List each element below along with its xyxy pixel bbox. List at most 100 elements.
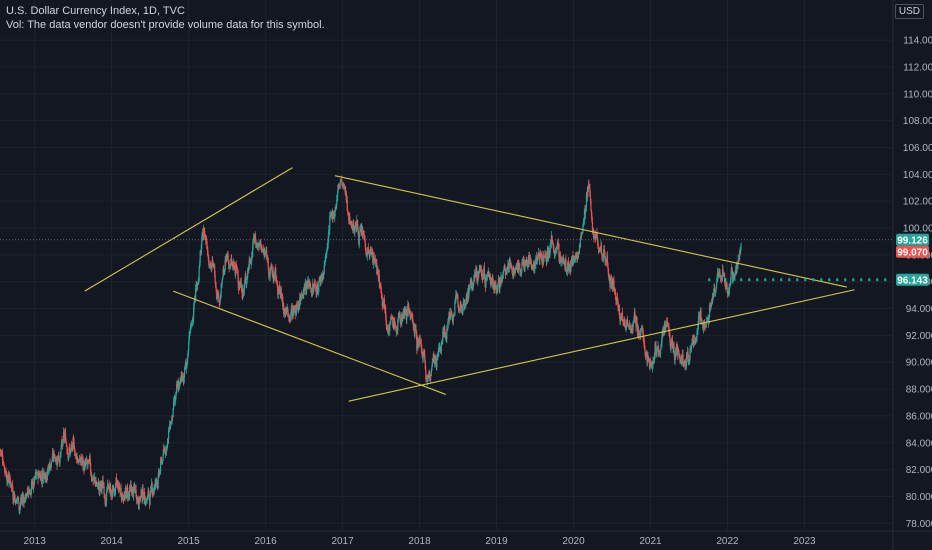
candle-body — [544, 253, 546, 257]
candle-body — [613, 280, 615, 291]
candle-body — [540, 253, 542, 255]
time-axis[interactable]: 2013 2014 2015 2016 2017 2018 2019 2020 2021 2022… — [0, 530, 932, 547]
candle-body — [30, 481, 33, 490]
candle-body — [473, 279, 475, 283]
candle-body — [740, 243, 742, 248]
currency-badge[interactable]: USD — [894, 4, 924, 19]
candle-body — [252, 245, 254, 257]
candle-body — [673, 352, 676, 361]
candle-body — [341, 182, 343, 186]
candle-body — [159, 472, 161, 475]
candle-body — [227, 255, 229, 262]
candle-body — [394, 324, 396, 327]
candle-body — [736, 264, 739, 268]
price-label-box — [896, 245, 929, 258]
candle-body — [482, 274, 484, 280]
candle-body — [210, 263, 212, 267]
candle-body — [418, 337, 420, 346]
candle-body — [0, 449, 2, 452]
candle-body — [89, 463, 92, 473]
candle-body — [533, 263, 535, 270]
candle-body — [302, 294, 304, 298]
candle-body — [505, 270, 507, 274]
candle-body — [280, 287, 282, 296]
candle-body — [389, 321, 391, 324]
candle-body — [486, 274, 488, 276]
candle-body — [160, 459, 162, 472]
candle-body — [661, 334, 663, 343]
candle-body — [244, 276, 246, 283]
candle-body — [186, 361, 188, 366]
candle-body — [602, 253, 605, 258]
candle-body — [199, 252, 201, 264]
candle-body — [223, 268, 225, 275]
candle-body — [614, 291, 617, 296]
candle-body — [734, 273, 736, 277]
candle-body — [344, 186, 346, 190]
candle-body — [490, 279, 492, 280]
candle-body — [594, 235, 597, 239]
candle-body — [129, 487, 131, 497]
candle-body — [529, 259, 531, 264]
candle-body — [610, 276, 612, 279]
candle-body — [207, 255, 209, 258]
candle-body — [327, 243, 329, 247]
candle-body — [298, 306, 300, 308]
candle-body — [133, 487, 135, 497]
candle-body — [390, 317, 392, 318]
candle-body — [701, 320, 703, 324]
candle-body — [597, 241, 599, 248]
candle-body — [340, 179, 342, 182]
candle-body — [689, 349, 691, 360]
candle-body — [363, 233, 365, 236]
candle-body — [268, 267, 270, 275]
candle-body — [342, 185, 344, 186]
candle-body — [318, 281, 320, 292]
candle-body — [718, 271, 721, 274]
candle-body — [86, 460, 88, 463]
candle-body — [310, 288, 312, 293]
candle-body — [449, 312, 451, 317]
candle-body — [709, 307, 712, 311]
candle-body — [403, 309, 405, 319]
candle-body — [109, 487, 112, 493]
candle-body — [546, 257, 548, 263]
candle-body — [97, 481, 100, 491]
candle-body — [375, 259, 377, 263]
candle-body — [415, 324, 417, 330]
candle-body — [572, 260, 575, 264]
price-tick-label: 86.000 — [906, 411, 932, 422]
candle-body — [251, 256, 253, 262]
candle-body — [523, 258, 525, 269]
candle-body — [317, 288, 319, 293]
candle-body — [447, 318, 449, 323]
candle-body — [272, 271, 274, 280]
candle-body — [508, 267, 510, 269]
candle-body — [316, 285, 318, 289]
candle-body — [485, 275, 487, 279]
candle-body — [76, 456, 79, 463]
candle-body — [407, 304, 409, 308]
candle-body — [349, 216, 351, 222]
candle-body — [286, 308, 288, 312]
candle-body — [430, 375, 432, 377]
candle-body — [2, 460, 4, 464]
candle-body — [69, 449, 72, 453]
candle-body — [140, 496, 142, 498]
candle-body — [263, 249, 265, 255]
candle-body — [644, 348, 646, 354]
candle-body — [457, 303, 459, 307]
candle-body — [307, 281, 309, 288]
trendline-drawings[interactable] — [84, 167, 855, 402]
candle-body — [184, 367, 186, 375]
symbol-title[interactable]: U.S. Dollar Currency Index, 1D, TVC — [6, 5, 185, 17]
candle-body — [347, 212, 349, 217]
candle-body — [475, 268, 477, 276]
candle-body — [429, 375, 431, 379]
candle-body — [282, 296, 284, 307]
candle-body — [166, 447, 168, 452]
candle-body — [725, 283, 727, 289]
candle-body — [359, 231, 361, 236]
candle-body — [605, 258, 607, 261]
